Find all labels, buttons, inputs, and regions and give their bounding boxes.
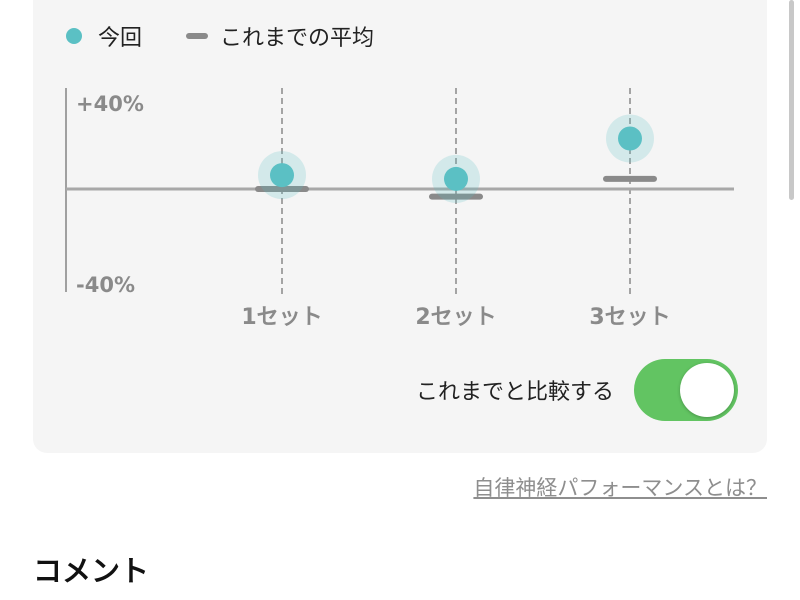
current-point	[618, 126, 642, 151]
chart-legend: 今回 これまでの平均	[66, 20, 374, 52]
compare-row: これまでと比較する	[416, 359, 738, 421]
legend-current-label: 今回	[98, 26, 143, 51]
x-tick-label: 2セット	[415, 305, 496, 330]
x-tick-label: 1セット	[241, 305, 322, 330]
average-marker	[429, 193, 483, 200]
compare-label: これまでと比較する	[415, 380, 614, 405]
about-autonomic-link[interactable]: 自律神経パフォーマンスとは？	[473, 476, 767, 500]
average-marker	[603, 175, 657, 182]
toggle-knob	[680, 363, 734, 417]
comment-heading: コメント	[33, 554, 150, 588]
compare-toggle[interactable]	[634, 359, 738, 421]
scrollbar[interactable]	[789, 0, 794, 200]
legend-current-marker	[66, 28, 82, 44]
x-tick-label: 3セット	[589, 305, 670, 330]
legend-average-label: これまでの平均	[220, 26, 375, 51]
y-tick-label: -40%	[76, 273, 135, 297]
current-point	[444, 166, 468, 191]
y-tick-label: +40%	[76, 92, 144, 116]
legend-average-marker	[186, 33, 209, 39]
average-marker	[255, 186, 309, 192]
chart: +40% -40% 1セット 2セット 3セット	[65, 88, 734, 330]
current-point	[270, 163, 294, 188]
